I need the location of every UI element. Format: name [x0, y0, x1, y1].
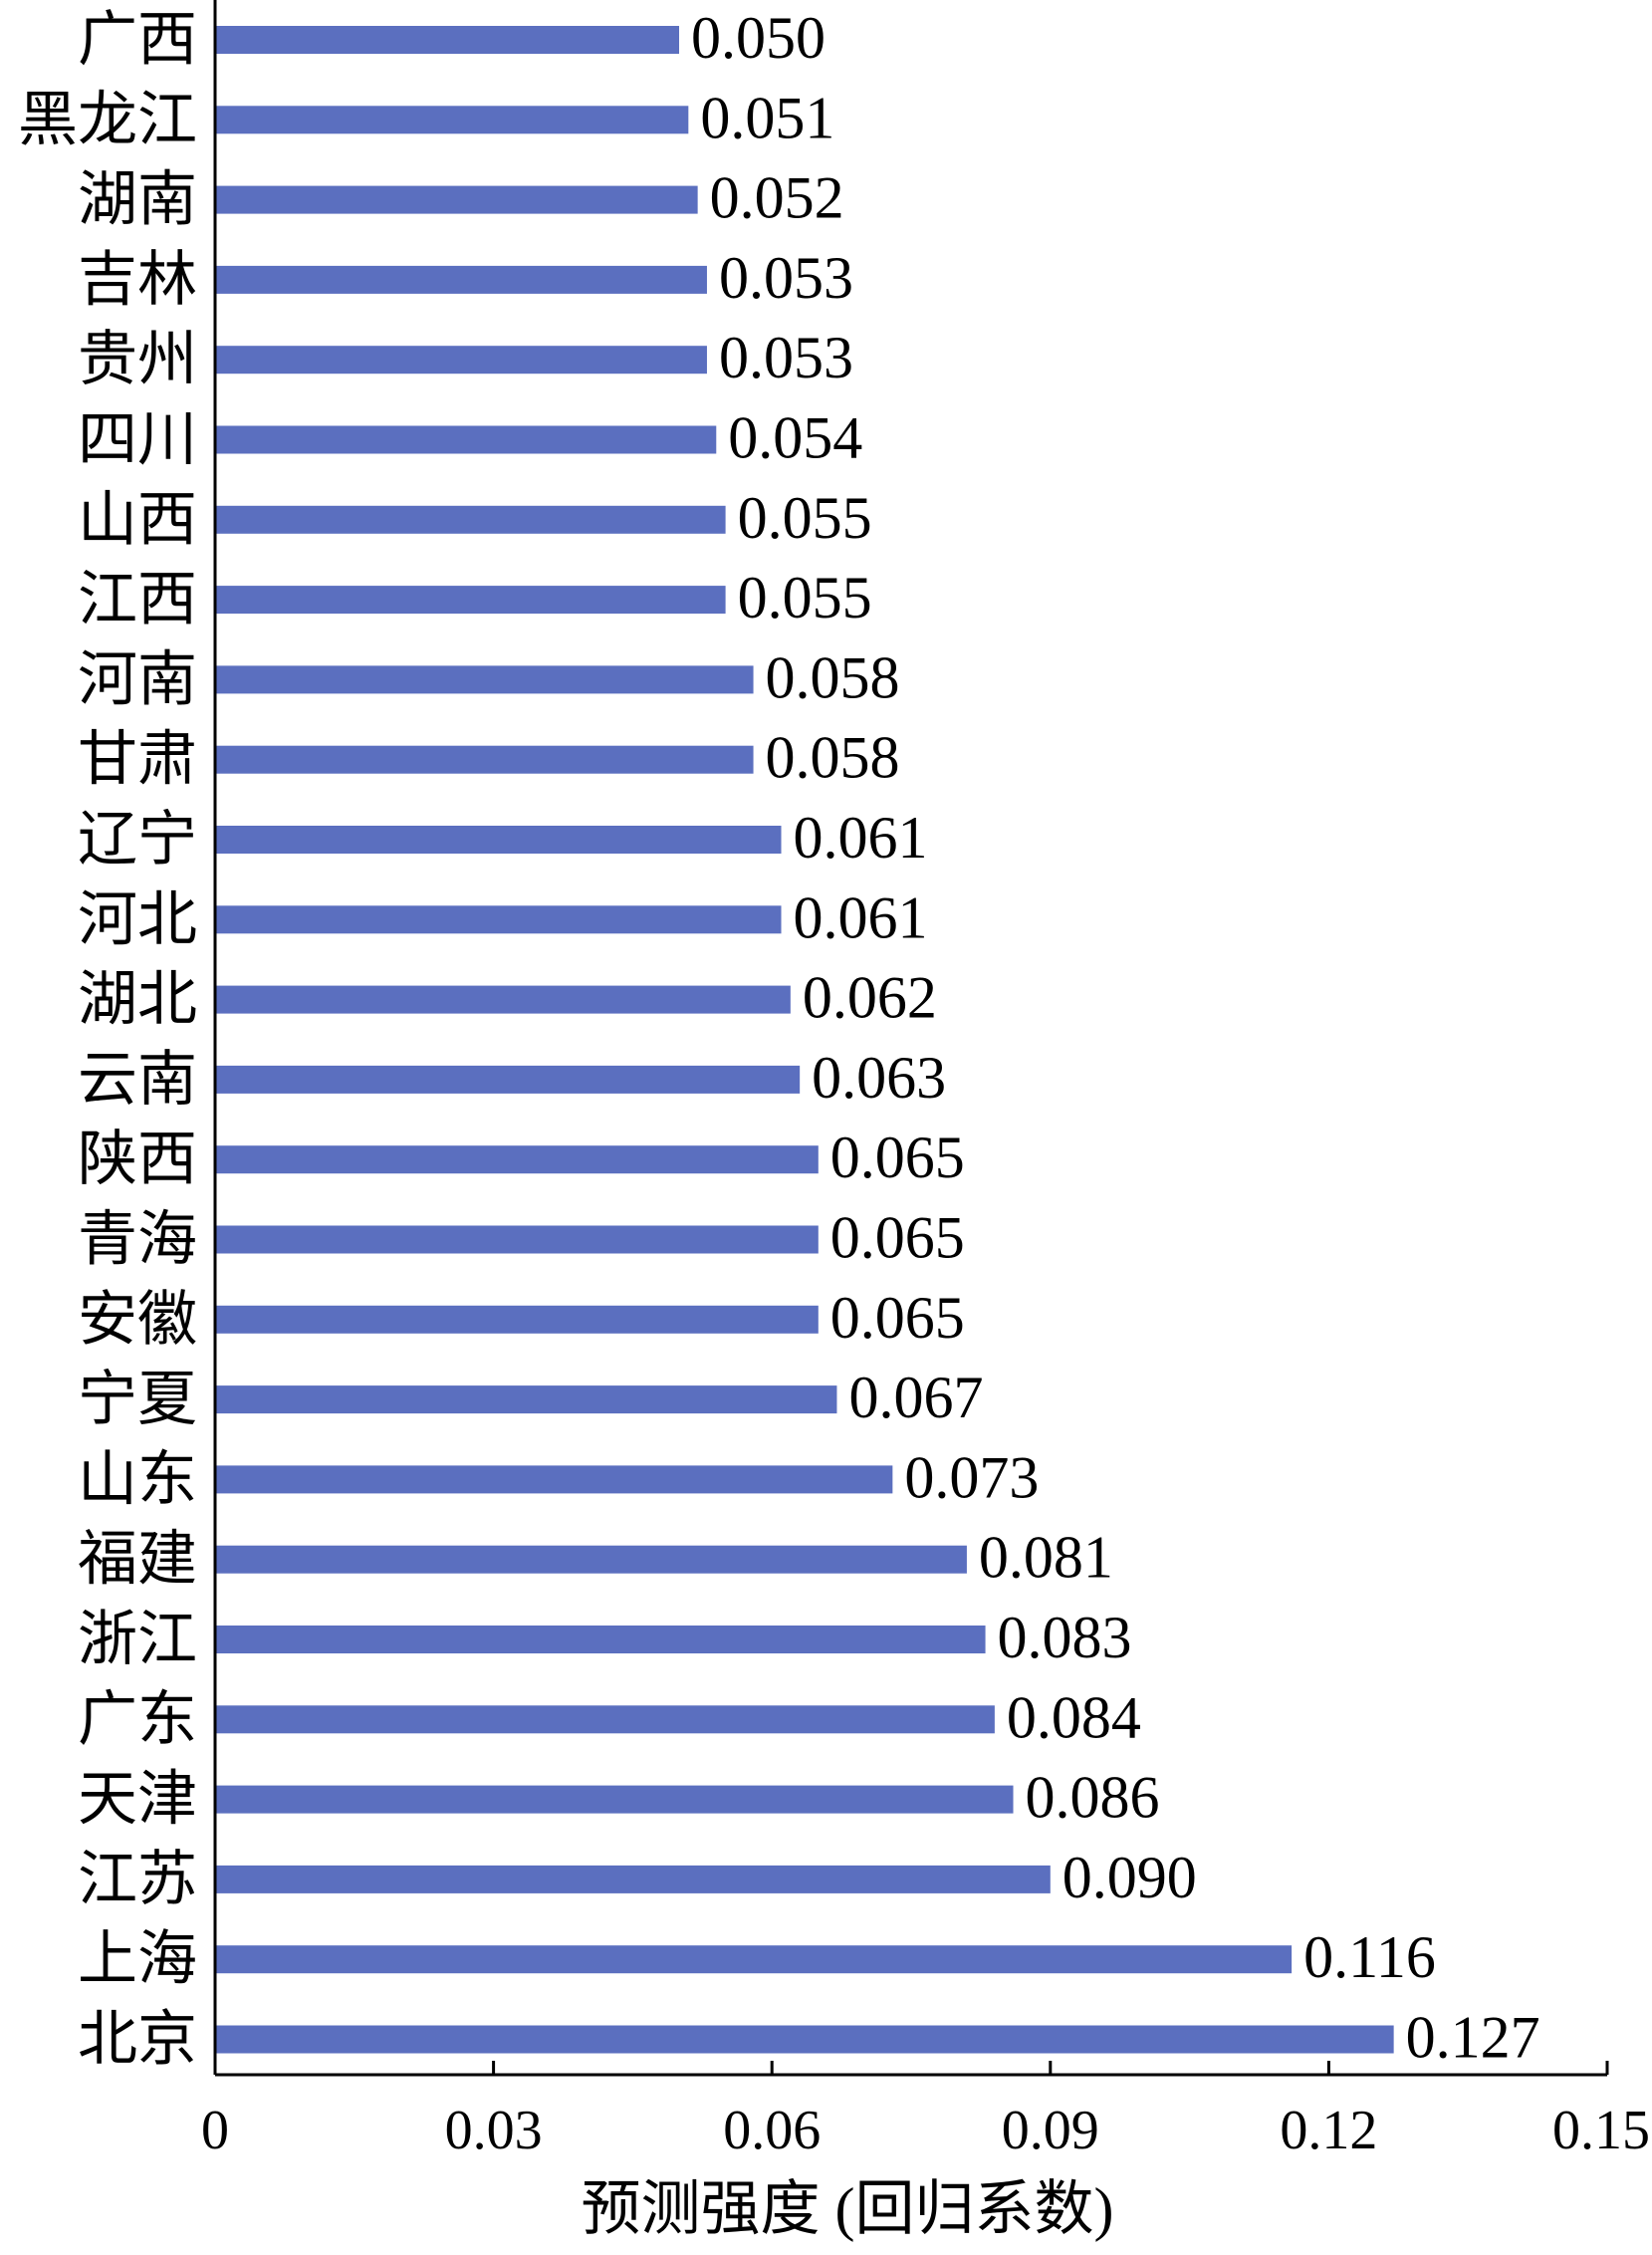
bar-5	[216, 425, 717, 454]
category-label-23: 江苏	[78, 1847, 197, 1912]
x-axis-title: 预测强度 (回归系数)	[582, 2176, 1114, 2242]
value-label-7: 0.055	[738, 565, 872, 630]
value-label-9: 0.058	[766, 725, 900, 791]
category-label-25: 北京	[78, 2007, 197, 2073]
x-tick-label-3: 0.09	[1002, 2100, 1099, 2161]
category-label-2: 湖南	[78, 167, 197, 233]
bar-19	[216, 1545, 967, 1574]
value-label-22: 0.086	[1026, 1765, 1160, 1831]
value-label-14: 0.065	[830, 1125, 965, 1190]
category-label-0: 广西	[78, 7, 197, 73]
value-label-3: 0.053	[719, 245, 853, 311]
category-label-16: 安徽	[78, 1287, 197, 1353]
category-label-20: 浙江	[78, 1607, 197, 1672]
value-label-1: 0.051	[700, 85, 834, 150]
value-label-17: 0.067	[848, 1365, 983, 1430]
bar-23	[216, 1865, 1051, 1893]
category-label-10: 辽宁	[78, 807, 197, 873]
x-ticks: 0 0.03 0.06 0.09 0.12 0.15	[201, 2061, 1650, 2161]
category-label-3: 吉林	[78, 247, 197, 313]
value-label-0: 0.050	[691, 5, 826, 71]
x-tick-label-5: 0.15	[1552, 2100, 1650, 2161]
bar-3	[216, 265, 707, 294]
bar-14	[216, 1145, 819, 1174]
bar-20	[216, 1626, 986, 1653]
bar-12	[216, 985, 791, 1014]
category-label-12: 湖北	[78, 967, 197, 1033]
category-label-4: 贵州	[78, 327, 197, 392]
bar-7	[216, 586, 726, 615]
axes-group	[213, 0, 1607, 2077]
bar-6	[216, 505, 726, 534]
bars-group	[216, 26, 1394, 2054]
bar-2	[216, 185, 698, 214]
bar-21	[216, 1705, 995, 1734]
value-label-4: 0.053	[719, 325, 853, 390]
category-label-21: 广东	[78, 1686, 197, 1752]
bar-22	[216, 1785, 1014, 1814]
value-label-15: 0.065	[830, 1205, 965, 1271]
category-label-5: 四川	[78, 407, 197, 473]
category-labels: 广西黑龙江湖南吉林贵州四川山西江西河南甘肃辽宁河北湖北云南陕西青海安徽宁夏山东福…	[18, 7, 197, 2073]
category-label-24: 上海	[78, 1926, 197, 1992]
bar-11	[216, 905, 782, 934]
x-tick-label-0: 0	[201, 2100, 229, 2161]
bar-15	[216, 1225, 819, 1254]
category-label-17: 宁夏	[78, 1367, 197, 1432]
bar-8	[216, 665, 754, 694]
value-label-12: 0.062	[803, 965, 937, 1031]
bar-1	[216, 106, 689, 134]
category-label-15: 青海	[78, 1207, 197, 1273]
bar-17	[216, 1385, 837, 1414]
category-label-19: 福建	[78, 1527, 197, 1593]
category-label-7: 江西	[78, 567, 197, 632]
category-label-1: 黑龙江	[18, 87, 197, 152]
category-label-9: 甘肃	[78, 727, 197, 793]
x-tick-label-2: 0.06	[723, 2100, 821, 2161]
x-tick-label-1: 0.03	[445, 2100, 543, 2161]
x-tick-label-4: 0.12	[1280, 2100, 1377, 2161]
bar-4	[216, 346, 707, 375]
category-label-13: 云南	[78, 1047, 197, 1113]
value-label-20: 0.083	[998, 1605, 1132, 1670]
category-label-22: 天津	[78, 1767, 197, 1833]
category-label-18: 山东	[78, 1446, 197, 1512]
bar-0	[216, 26, 679, 54]
value-label-8: 0.058	[766, 644, 900, 710]
value-label-18: 0.073	[904, 1444, 1039, 1510]
bar-16	[216, 1305, 819, 1334]
category-label-14: 陕西	[78, 1127, 197, 1192]
value-label-5: 0.054	[728, 405, 862, 471]
value-labels: 0.050 0.051 0.052 0.053 0.053 0.054 0.055 0.055…	[691, 5, 1540, 2071]
value-label-2: 0.052	[710, 165, 844, 231]
bar-25	[216, 2025, 1394, 2054]
value-label-13: 0.063	[812, 1045, 946, 1111]
value-label-10: 0.061	[794, 805, 928, 871]
bar-13	[216, 1065, 801, 1094]
value-label-23: 0.090	[1062, 1845, 1197, 1910]
category-label-8: 河南	[78, 646, 197, 712]
bar-10	[216, 826, 782, 854]
value-label-6: 0.055	[738, 485, 872, 551]
value-label-19: 0.081	[979, 1525, 1113, 1591]
value-label-24: 0.116	[1303, 1924, 1436, 1990]
bar-9	[216, 745, 754, 774]
category-label-6: 山西	[78, 487, 197, 553]
bar-18	[216, 1465, 893, 1494]
bar-24	[216, 1945, 1293, 1974]
category-label-11: 河北	[78, 886, 197, 952]
value-label-11: 0.061	[794, 884, 928, 950]
value-label-16: 0.065	[830, 1285, 965, 1351]
value-label-21: 0.084	[1007, 1684, 1141, 1750]
value-label-25: 0.127	[1406, 2005, 1540, 2071]
